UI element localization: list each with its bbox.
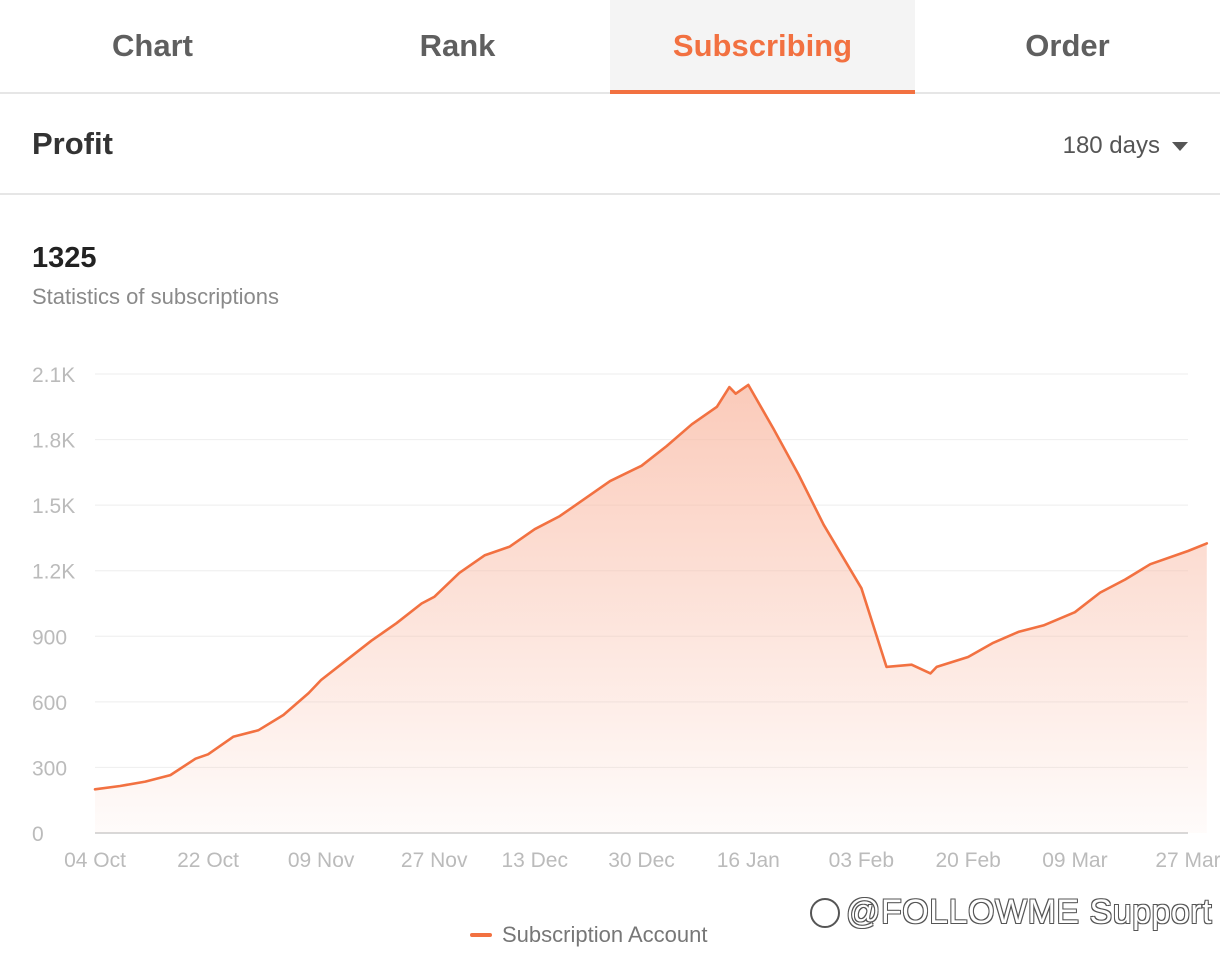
range-dropdown[interactable]: 180 days: [1063, 132, 1188, 160]
range-dropdown-label: 180 days: [1062, 132, 1160, 159]
legend-label: Subscription Account: [502, 922, 708, 947]
tab-rank-label: Rank: [419, 28, 496, 63]
x-tick-label: 04 Oct: [64, 849, 126, 872]
series-area: [95, 384, 1207, 833]
y-tick-label: 1.5K: [32, 495, 75, 518]
tab-order-label: Order: [1025, 28, 1110, 63]
tab-bar: Chart Rank Subscribing Order: [0, 0, 1220, 94]
tab-subscribing[interactable]: Subscribing: [610, 0, 915, 94]
x-tick-label: 30 Dec: [608, 849, 675, 872]
y-tick-label: 300: [32, 757, 67, 780]
tab-order[interactable]: Order: [915, 0, 1220, 92]
tab-chart[interactable]: Chart: [0, 0, 305, 92]
followme-logo-icon: [810, 897, 840, 928]
x-tick-label: 27 Nov: [401, 849, 468, 872]
chevron-down-icon: [1172, 141, 1188, 151]
x-tick-label: 27 Mar: [1155, 849, 1220, 872]
watermark: @FOLLOWME Support: [810, 893, 1212, 932]
tab-rank[interactable]: Rank: [305, 0, 610, 92]
tab-chart-label: Chart: [112, 28, 193, 63]
x-tick-label: 22 Oct: [177, 849, 239, 872]
y-tick-label: 2.1K: [32, 364, 75, 387]
x-tick-label: 20 Feb: [935, 849, 1000, 872]
chart-legend[interactable]: Subscription Account: [470, 922, 707, 948]
x-tick-label: 16 Jan: [717, 849, 780, 872]
y-tick-label: 600: [32, 692, 67, 715]
y-tick-label: 0: [32, 823, 44, 846]
stat-value: 1325: [32, 242, 97, 274]
section-header: Profit 180 days: [0, 94, 1220, 195]
y-tick-label: 1.2K: [32, 561, 75, 584]
x-tick-label: 13 Dec: [501, 849, 568, 872]
legend-swatch: [470, 933, 492, 937]
y-tick-label: 1.8K: [32, 430, 75, 453]
stat-label: Statistics of subscriptions: [32, 284, 279, 309]
tab-subscribing-label: Subscribing: [672, 28, 853, 63]
x-tick-label: 09 Nov: [288, 849, 355, 872]
x-tick-label: 03 Feb: [829, 849, 894, 872]
series-line: [93, 383, 1209, 791]
watermark-text: @FOLLOWME Support: [846, 893, 1213, 931]
y-tick-label: 900: [32, 626, 67, 649]
subscription-chart: 0 300 600 900 1.2K 1.5K 1.8K 2.1K 04 Oct 22 Oct 09…: [32, 364, 1220, 872]
x-tick-label: 09 Mar: [1042, 849, 1107, 872]
page-title: Profit: [32, 126, 113, 161]
